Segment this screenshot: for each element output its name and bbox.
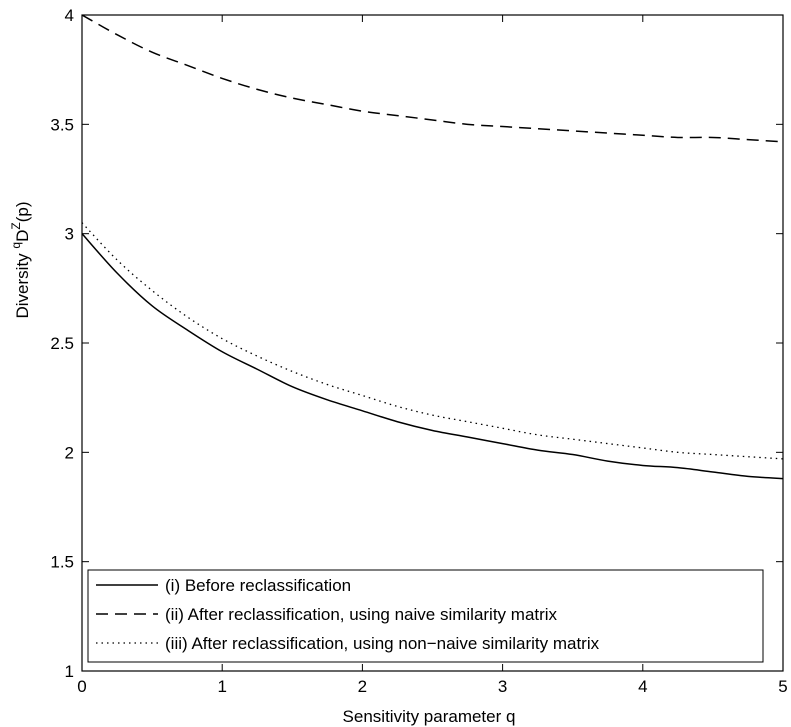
- y-tick-label: 4: [65, 6, 74, 25]
- y-tick-label: 3.5: [50, 115, 74, 134]
- x-tick-label: 5: [778, 677, 787, 696]
- y-axis-label-main: Diversity: [13, 253, 32, 319]
- legend-label-before: (i) Before reclassification: [165, 576, 351, 595]
- y-axis-label-d: D: [13, 230, 32, 242]
- y-tick-label: 3: [65, 225, 74, 244]
- y-axis-label-sup-q: q: [9, 242, 23, 249]
- x-axis-label: Sensitivity parameter q: [343, 707, 516, 726]
- y-axis-label-tail: (p): [13, 202, 32, 223]
- y-axis-label-sup-z: Z: [9, 222, 23, 229]
- legend-label-naive: (ii) After reclassification, using naive…: [165, 605, 558, 624]
- x-tick-label: 2: [358, 677, 367, 696]
- x-tick-label: 3: [498, 677, 507, 696]
- y-tick-label: 1.5: [50, 553, 74, 572]
- y-tick-label: 2: [65, 443, 74, 462]
- x-tick-label: 1: [217, 677, 226, 696]
- y-tick-label: 2.5: [50, 334, 74, 353]
- y-axis-label: Diversity qDZ(p): [9, 202, 32, 319]
- y-tick-label: 1: [65, 662, 74, 681]
- legend: (i) Before reclassification (ii) After r…: [88, 570, 763, 662]
- x-tick-label: 0: [77, 677, 86, 696]
- x-tick-label: 4: [638, 677, 647, 696]
- legend-label-non-naive: (iii) After reclassification, using non−…: [165, 634, 600, 653]
